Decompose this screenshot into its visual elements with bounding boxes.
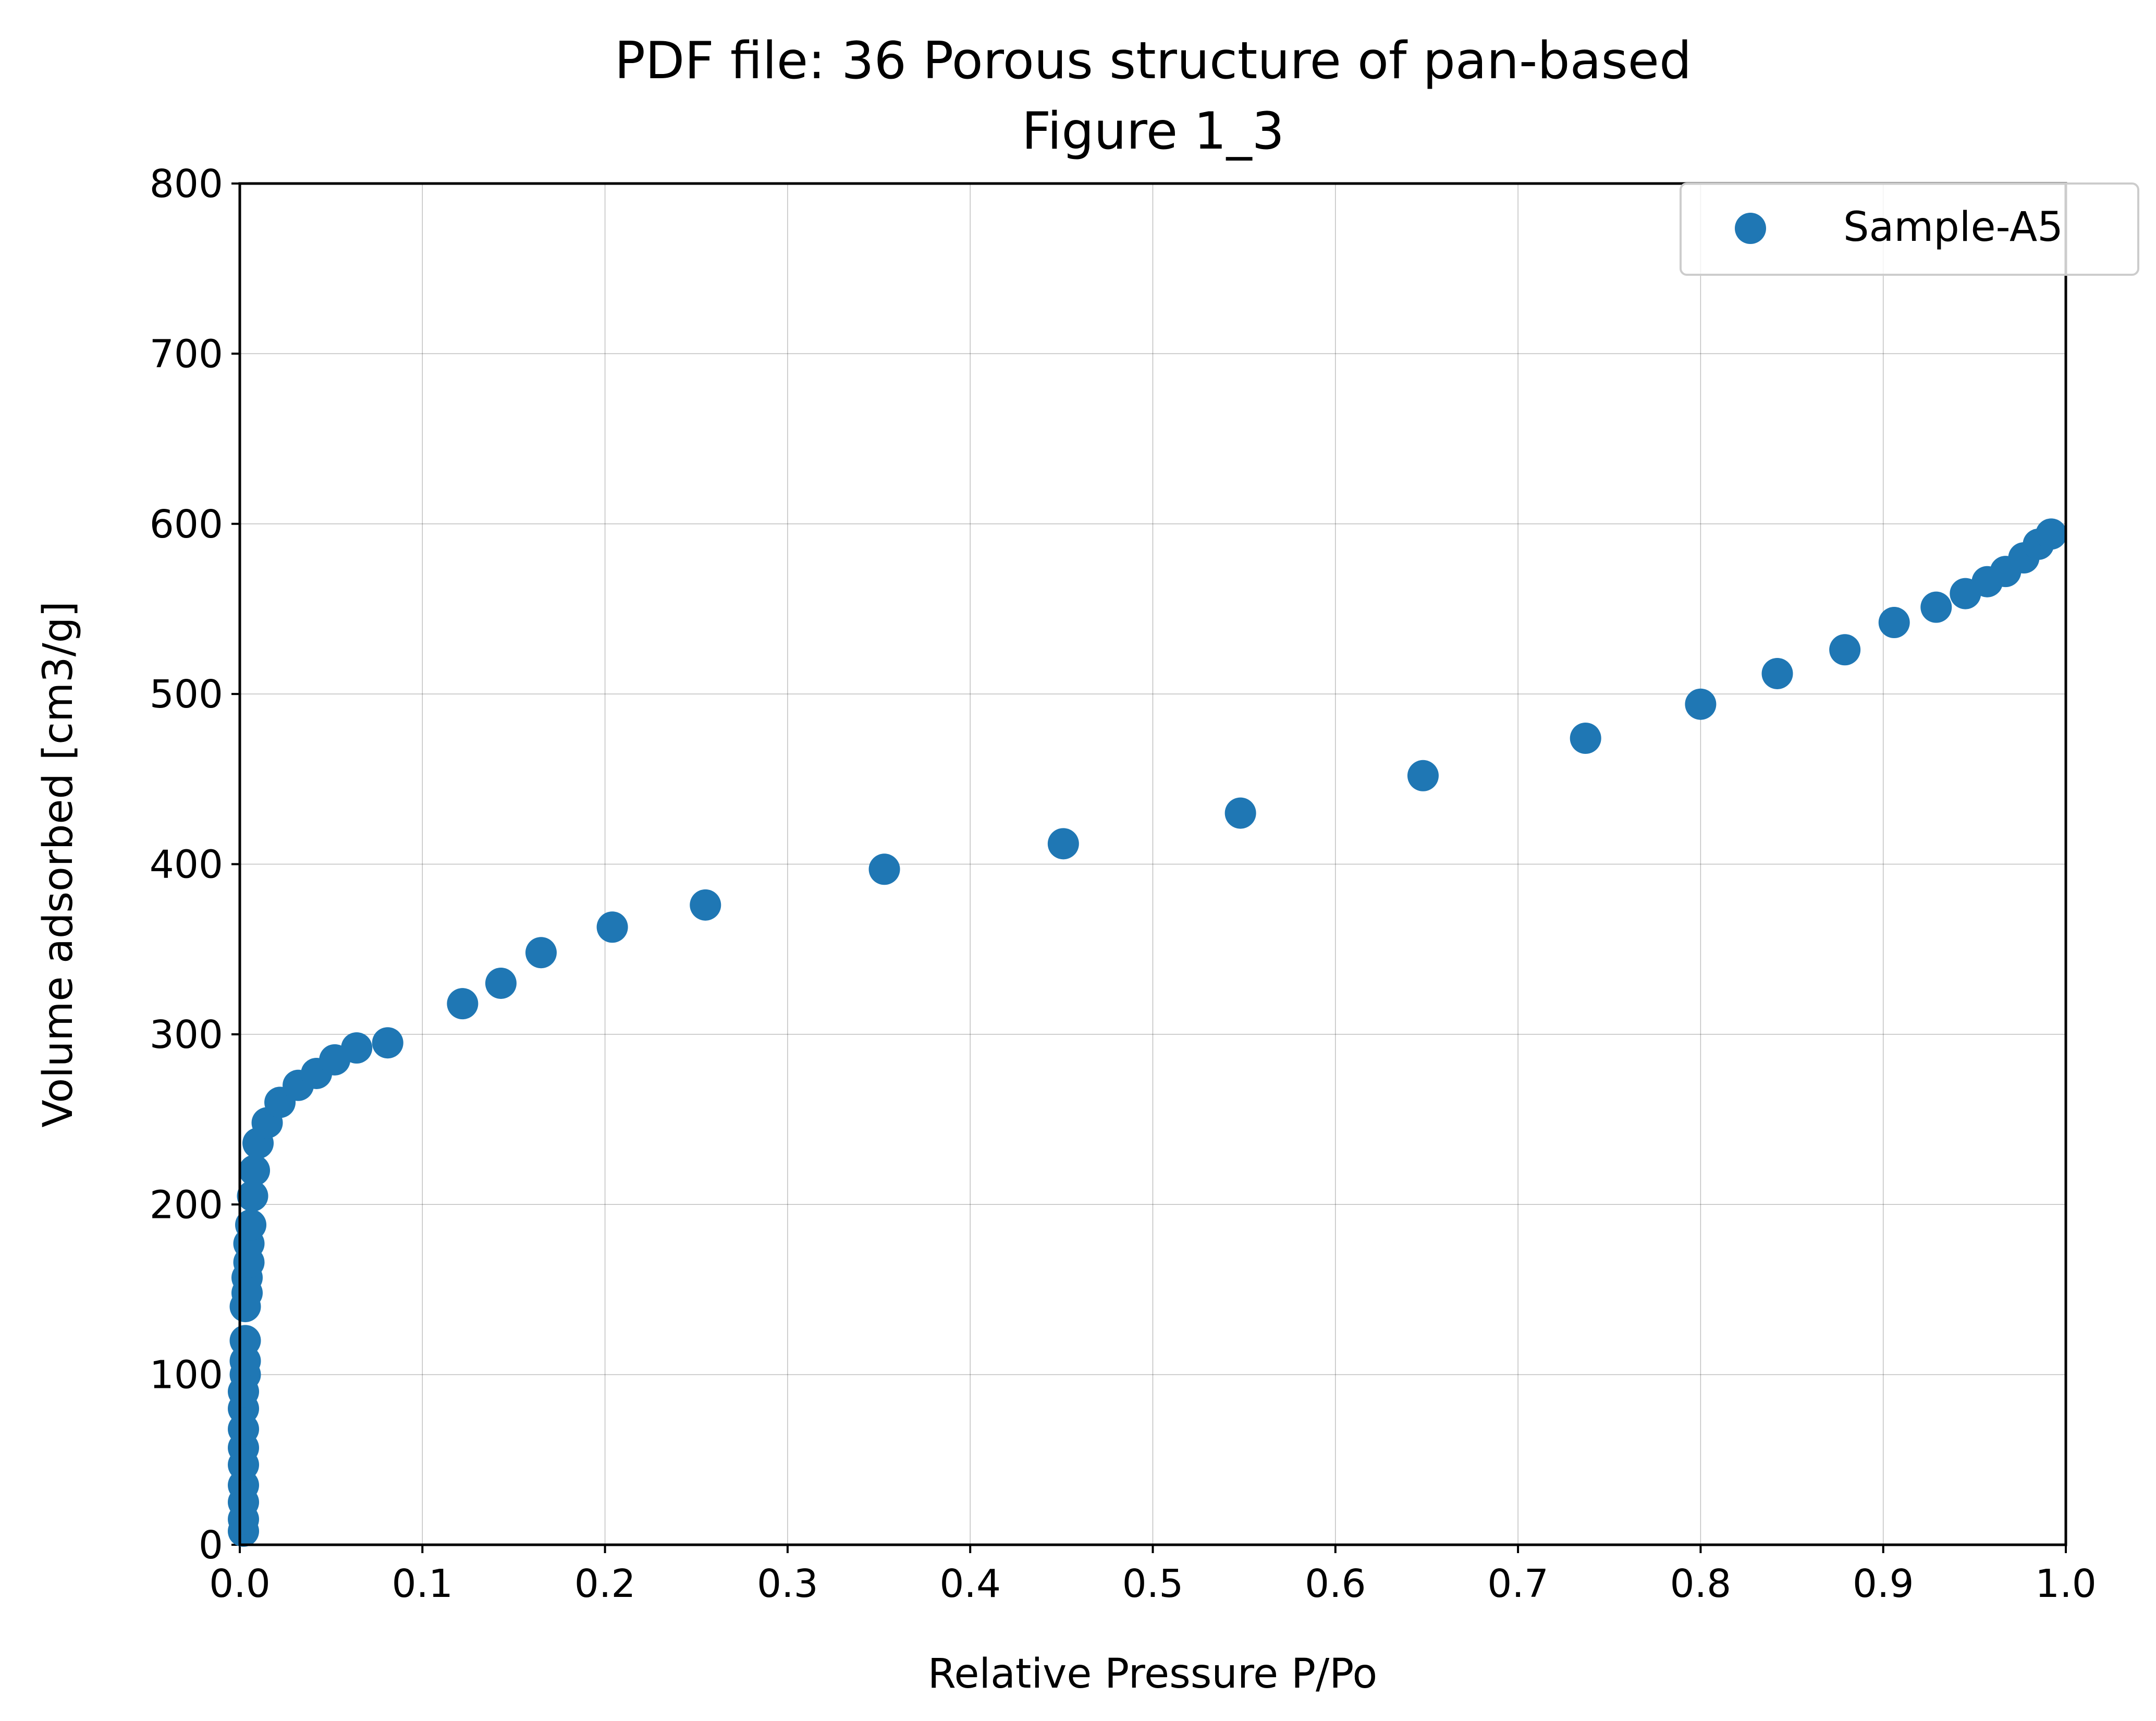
- y-axis-label: Volume adsorbed [cm3/g]: [35, 601, 82, 1128]
- data-point: [1407, 760, 1439, 791]
- data-point: [229, 1325, 261, 1357]
- data-point: [1878, 607, 1910, 639]
- x-tick-label: 0.4: [939, 1561, 1001, 1606]
- data-point: [1920, 591, 1952, 623]
- x-tick-label: 0.6: [1305, 1561, 1366, 1606]
- data-point: [1829, 634, 1861, 666]
- y-tick-label: 600: [150, 502, 223, 547]
- legend-label: Sample-A5: [1843, 204, 2063, 251]
- chart-title: PDF file: 36 Porous structure of pan-bas…: [615, 31, 1692, 91]
- data-point: [341, 1032, 373, 1064]
- data-point: [239, 1154, 271, 1186]
- data-point: [596, 911, 628, 943]
- x-tick-label: 0.5: [1122, 1561, 1184, 1606]
- legend-box: [1680, 182, 2139, 276]
- data-point: [525, 937, 557, 969]
- data-point: [1047, 828, 1079, 860]
- data-point: [485, 967, 517, 999]
- y-tick-label: 500: [150, 672, 223, 717]
- ticks: 0.0 0.1 0.2 0.3 0.4 0.5 0.6 0.7 0.8 0.9 1.0 0 100 200…: [150, 162, 2097, 1606]
- y-tick-label: 0: [199, 1523, 223, 1568]
- y-tick-label: 100: [150, 1353, 223, 1398]
- x-tick-label: 0.7: [1487, 1561, 1549, 1606]
- data-point: [2035, 518, 2067, 550]
- legend: Sample-A5: [1680, 182, 2139, 276]
- data-point: [372, 1027, 403, 1059]
- axes-frame: [238, 182, 2067, 1546]
- y-tick-label: 300: [150, 1012, 223, 1057]
- data-point: [868, 853, 900, 885]
- x-tick-label: 0.0: [209, 1561, 271, 1606]
- legend-marker: [1735, 213, 1766, 244]
- data-point: [1570, 722, 1601, 754]
- data-point: [690, 889, 721, 921]
- x-tick-label: 0.1: [391, 1561, 453, 1606]
- data-points: [228, 518, 2067, 1547]
- y-tick-label: 700: [150, 332, 223, 376]
- y-tick-label: 200: [150, 1182, 223, 1227]
- data-point: [235, 1209, 267, 1241]
- x-tick-label: 0.3: [757, 1561, 818, 1606]
- x-tick-label: 0.2: [574, 1561, 636, 1606]
- data-point: [1685, 688, 1717, 720]
- x-axis-label: Relative Pressure P/Po: [928, 1651, 1378, 1698]
- x-tick-label: 0.9: [1853, 1561, 1914, 1606]
- x-tick-label: 0.8: [1670, 1561, 1732, 1606]
- chart-subtitle: Figure 1_3: [1022, 102, 1284, 161]
- y-tick-label: 800: [150, 162, 223, 206]
- data-point: [1761, 657, 1793, 689]
- data-point: [237, 1180, 268, 1212]
- y-tick-label: 400: [150, 843, 223, 887]
- data-point: [1224, 797, 1256, 829]
- data-point: [447, 988, 479, 1020]
- x-tick-label: 1.0: [2035, 1561, 2097, 1606]
